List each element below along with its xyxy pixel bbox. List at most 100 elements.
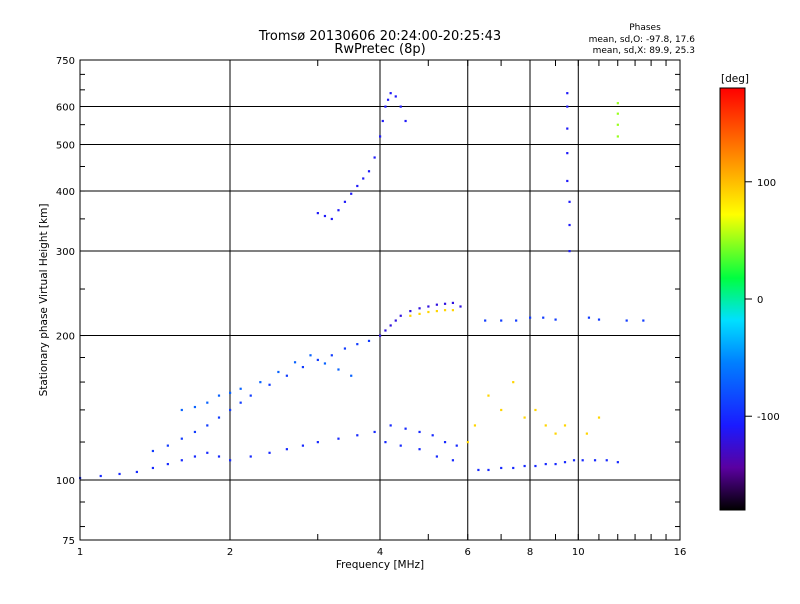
data-point bbox=[180, 459, 183, 462]
data-point bbox=[484, 319, 487, 322]
x-axis-ticks: 1 2 4 6 8 10 16 bbox=[77, 60, 687, 558]
data-point bbox=[381, 119, 384, 123]
data-point bbox=[427, 305, 430, 308]
data-point bbox=[487, 468, 490, 472]
data-point bbox=[616, 461, 619, 464]
x-tick-label: 10 bbox=[572, 547, 585, 558]
data-point bbox=[389, 424, 392, 427]
chart-title: Tromsø 20130606 20:24:00-20:25:43 bbox=[258, 29, 501, 44]
data-point bbox=[356, 343, 359, 346]
data-point bbox=[293, 361, 297, 364]
data-point bbox=[597, 416, 601, 419]
data-point bbox=[356, 184, 359, 188]
data-point bbox=[523, 464, 526, 468]
data-point bbox=[455, 444, 458, 447]
data-point bbox=[362, 177, 365, 180]
data-point bbox=[379, 334, 382, 337]
data-point bbox=[285, 374, 288, 377]
data-point bbox=[389, 324, 392, 327]
data-point bbox=[554, 432, 557, 435]
data-point bbox=[259, 381, 262, 384]
data-point bbox=[566, 105, 569, 108]
data-point bbox=[616, 123, 619, 126]
data-point bbox=[542, 316, 545, 319]
data-point bbox=[616, 102, 619, 105]
data-point bbox=[217, 416, 221, 419]
data-point bbox=[451, 301, 455, 305]
data-point bbox=[151, 449, 155, 453]
data-point bbox=[409, 314, 412, 317]
colorbar-tick-label: 100 bbox=[757, 178, 776, 189]
colorbar-ticks: 100 0 -100 bbox=[745, 178, 780, 423]
data-point bbox=[337, 437, 340, 440]
data-point bbox=[384, 329, 387, 332]
data-point bbox=[435, 455, 438, 458]
data-point bbox=[309, 354, 312, 357]
data-point bbox=[487, 394, 490, 397]
data-point bbox=[316, 212, 319, 215]
data-point bbox=[544, 424, 547, 427]
colorbar-tick-label: 0 bbox=[757, 295, 763, 306]
data-point bbox=[206, 401, 209, 404]
x-tick-label: 1 bbox=[77, 547, 83, 558]
x-tick-label: 8 bbox=[527, 547, 533, 558]
data-point bbox=[386, 98, 390, 101]
y-tick-label: 750 bbox=[56, 56, 75, 67]
data-point bbox=[330, 217, 333, 221]
x-axis-label: Frequency [MHz] bbox=[336, 559, 424, 571]
data-point bbox=[399, 314, 402, 317]
grid-lines bbox=[80, 60, 680, 540]
x-tick-label: 2 bbox=[227, 547, 233, 558]
data-point bbox=[373, 156, 376, 159]
data-point bbox=[367, 170, 371, 173]
data-point bbox=[529, 316, 532, 319]
data-point bbox=[435, 309, 438, 313]
data-point bbox=[217, 394, 221, 397]
colorbar-tick-label: -100 bbox=[757, 412, 780, 423]
data-point bbox=[566, 152, 569, 155]
data-point bbox=[268, 451, 271, 454]
data-point bbox=[337, 368, 340, 371]
data-point bbox=[118, 472, 121, 476]
data-point bbox=[593, 459, 597, 462]
data-point bbox=[554, 318, 557, 321]
data-point bbox=[193, 430, 197, 434]
data-point bbox=[151, 466, 155, 470]
data-point bbox=[394, 95, 397, 98]
y-tick-label: 100 bbox=[56, 476, 75, 487]
data-point bbox=[473, 424, 477, 427]
data-point bbox=[135, 470, 138, 474]
data-point bbox=[515, 319, 518, 322]
data-point bbox=[239, 387, 242, 390]
data-point bbox=[534, 464, 537, 468]
data-point bbox=[568, 223, 571, 227]
data-point bbox=[277, 370, 280, 374]
data-point bbox=[206, 424, 209, 427]
y-axis-label: Stationary phase Virtual Height [km] bbox=[38, 204, 50, 397]
data-point bbox=[285, 448, 288, 451]
data-point bbox=[404, 427, 407, 430]
data-point bbox=[301, 444, 305, 447]
data-point bbox=[418, 307, 421, 310]
data-point bbox=[99, 474, 102, 478]
data-point bbox=[229, 459, 232, 462]
x-tick-label: 16 bbox=[674, 547, 687, 558]
data-point bbox=[477, 468, 480, 472]
colorbar bbox=[719, 87, 746, 511]
data-point bbox=[268, 383, 271, 386]
data-point bbox=[229, 408, 232, 412]
data-point bbox=[625, 319, 628, 322]
data-point bbox=[418, 312, 421, 315]
data-point bbox=[554, 462, 557, 466]
data-point bbox=[512, 466, 515, 470]
data-point bbox=[616, 135, 619, 138]
data-point bbox=[581, 459, 584, 462]
data-point bbox=[500, 408, 503, 412]
data-point bbox=[585, 432, 588, 435]
data-point bbox=[229, 391, 232, 394]
data-point bbox=[323, 362, 327, 365]
data-point bbox=[180, 408, 183, 412]
data-point bbox=[435, 303, 438, 306]
data-point bbox=[166, 444, 169, 447]
